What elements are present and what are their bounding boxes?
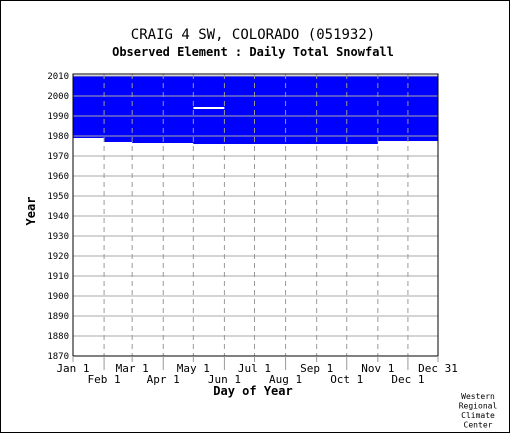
y-tick-label-1980: 1980 <box>47 132 69 142</box>
y-tick-label-2010: 2010 <box>47 72 69 82</box>
x-tick-label-bottom-4: Oct 1 <box>330 373 363 386</box>
y-tick-label-1940: 1940 <box>47 212 69 222</box>
x-tick-label-bottom-0: Feb 1 <box>88 373 121 386</box>
y-tick-label-1920: 1920 <box>47 252 69 262</box>
y-tick-label-1960: 1960 <box>47 172 69 182</box>
data-block-2 <box>132 142 438 143</box>
chart-subtitle: Observed Element : Daily Total Snowfall <box>112 45 394 59</box>
x-tick-label-top-2: May 1 <box>177 362 210 375</box>
credit-line-2: Climate <box>461 411 495 420</box>
credit-line-0: Western <box>461 392 495 401</box>
x-tick-label-top-5: Nov 1 <box>361 362 394 375</box>
plot-border <box>72 73 439 357</box>
x-tick-label-top-1: Mar 1 <box>116 362 149 375</box>
y-tick-label-1910: 1910 <box>47 272 69 282</box>
data-block-0 <box>73 76 438 138</box>
y-tick-label-1890: 1890 <box>47 312 69 322</box>
data-layer <box>73 76 438 144</box>
y-tick-label-1880: 1880 <box>47 332 69 342</box>
grid-layer <box>72 73 439 357</box>
y-axis-ticks: 1870 1880 1890 1900 1910 1920 1930 1940 1950 1960… <box>47 72 69 362</box>
y-tick-label-1870: 1870 <box>47 352 69 362</box>
data-block-1 <box>104 138 438 142</box>
y-tick-label-1900: 1900 <box>47 292 69 302</box>
x-axis-label: Day of Year <box>213 384 292 398</box>
y-tick-label-1950: 1950 <box>47 192 69 202</box>
x-tick-label-top-0: Jan 1 <box>56 362 89 375</box>
x-tick-label-bottom-2: Jun 1 <box>208 373 241 386</box>
y-tick-label-1970: 1970 <box>47 152 69 162</box>
y-tick-label-2000: 2000 <box>47 92 69 102</box>
y-tick-label-1930: 1930 <box>47 232 69 242</box>
y-tick-label-1990: 1990 <box>47 112 69 122</box>
credit-line-3: Center <box>464 421 493 430</box>
x-tick-label-bottom-5: Dec 1 <box>391 373 424 386</box>
x-axis-ticks: Jan 1 Mar 1 May 1 Jul 1 Sep 1 Nov 1 Dec 31 Feb … <box>56 356 458 386</box>
chart-title: CRAIG 4 SW, COLORADO (051932) <box>131 27 375 43</box>
x-tick-label-top-4: Sep 1 <box>300 362 333 375</box>
data-block-3 <box>193 143 378 144</box>
y-axis-label: Year <box>24 197 38 226</box>
x-tick-label-top-3: Jul 1 <box>238 362 271 375</box>
x-tick-label-bottom-1: Apr 1 <box>147 373 180 386</box>
credit-line-1: Regional <box>459 402 498 411</box>
x-tick-label-top-6: Dec 31 <box>418 362 458 375</box>
x-tick-label-bottom-3: Aug 1 <box>269 373 302 386</box>
